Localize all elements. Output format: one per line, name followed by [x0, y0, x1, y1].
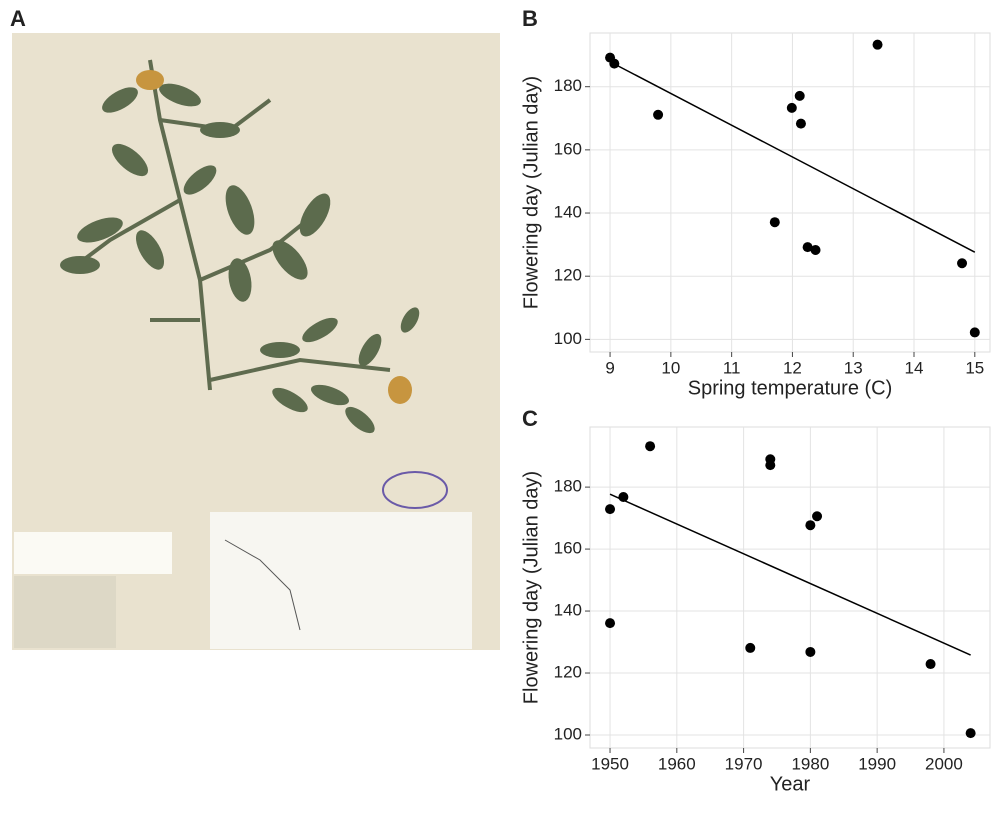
data-point: [969, 327, 980, 338]
data-point: [794, 90, 805, 101]
data-point: [805, 520, 816, 531]
data-point: [765, 460, 776, 471]
y-tick-label: 100: [554, 724, 582, 743]
x-tick-label: 1960: [658, 754, 696, 773]
data-point: [605, 618, 616, 629]
y-tick-label: 180: [554, 76, 582, 95]
data-point: [645, 441, 656, 452]
y-tick-label: 140: [554, 601, 582, 620]
data-point: [805, 646, 816, 657]
y-tick-label: 160: [554, 139, 582, 158]
y-tick-label: 160: [554, 539, 582, 558]
y-tick-label: 120: [554, 663, 582, 682]
y-axis-label: Flowering day (Julian day): [520, 471, 542, 704]
data-point: [872, 39, 883, 50]
x-axis-label: Year: [770, 773, 811, 795]
y-tick-label: 120: [554, 266, 582, 285]
data-point: [618, 492, 629, 503]
data-point: [957, 258, 968, 269]
x-tick-label: 1980: [791, 754, 829, 773]
data-point: [605, 504, 616, 515]
x-tick-label: 10: [661, 358, 680, 377]
y-tick-label: 140: [554, 203, 582, 222]
x-tick-label: 9: [605, 358, 614, 377]
specimen-photo: [12, 33, 500, 650]
panel-label: B: [522, 6, 538, 31]
data-point: [965, 728, 976, 739]
x-tick-label: 1950: [591, 754, 629, 773]
x-tick-label: 1990: [858, 754, 896, 773]
data-point: [786, 102, 797, 113]
x-tick-label: 13: [844, 358, 863, 377]
panel-label: C: [522, 406, 538, 431]
data-point: [609, 58, 620, 69]
x-tick-label: 1970: [725, 754, 763, 773]
data-point: [769, 217, 780, 228]
data-point: [653, 109, 664, 120]
x-tick-label: 11: [723, 358, 741, 377]
data-point: [745, 642, 756, 653]
trend-line: [609, 61, 976, 253]
data-point: [812, 511, 823, 522]
trend-line: [609, 493, 971, 656]
data-point: [925, 659, 936, 670]
x-tick-label: 15: [965, 358, 984, 377]
plot-area: [589, 426, 991, 749]
data-point: [795, 118, 806, 129]
y-tick-label: 180: [554, 477, 582, 496]
x-tick-label: 2000: [925, 754, 963, 773]
plot-area: [589, 32, 991, 353]
x-tick-label: 12: [783, 358, 802, 377]
x-axis-label: Spring temperature (C): [688, 377, 893, 399]
data-point: [802, 242, 813, 253]
y-axis-label: Flowering day (Julian day): [520, 76, 542, 309]
x-tick-label: 14: [905, 358, 924, 377]
y-tick-label: 100: [554, 329, 582, 348]
data-point: [810, 244, 821, 255]
panel-label: A: [10, 6, 26, 31]
